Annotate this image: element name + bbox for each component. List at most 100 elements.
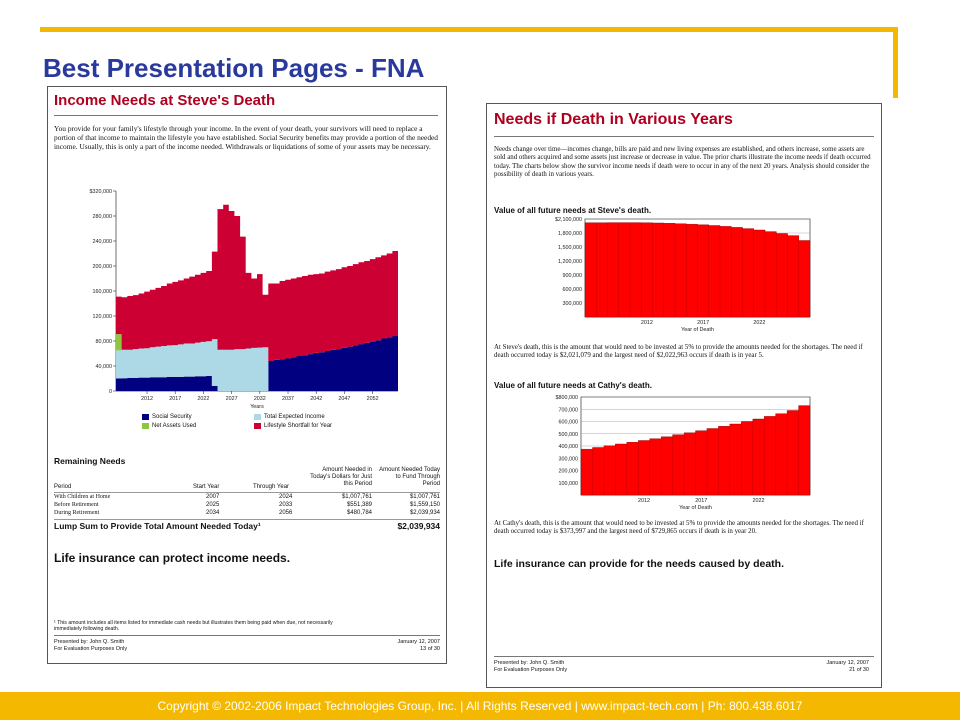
legend-label-social-security: Social Security <box>152 414 192 420</box>
table-header-rule <box>54 492 440 493</box>
row-fund-amount: $1,007,761 <box>409 494 440 500</box>
row-period-amount: $480,784 <box>346 510 372 516</box>
x-tick-label: 2027 <box>226 396 238 402</box>
x-tick-label: 2012 <box>638 498 650 504</box>
y-tick-label: 240,000 <box>93 239 113 245</box>
footer-copyright: Copyright © 2002-2006 Impact Technologie… <box>157 699 803 713</box>
income-needs-page: Income Needs at Steve's Death You provid… <box>47 86 447 664</box>
legend-swatch-social-security <box>142 414 149 420</box>
row-fund-amount: $2,039,934 <box>409 510 440 516</box>
row-through-year: 2033 <box>279 502 293 508</box>
steve-chart-heading: Value of all future needs at Steve's dea… <box>494 206 652 215</box>
x-tick-label: 2037 <box>282 396 294 402</box>
income-needs-title: Income Needs at Steve's Death <box>54 92 276 109</box>
row-period: Before Retirement <box>54 502 99 508</box>
y-tick-label: 280,000 <box>93 214 113 220</box>
title-rule <box>54 115 438 116</box>
presented-by-right: Presented by: John Q. Smith <box>494 660 565 666</box>
cathy-chart-heading: Value of all future needs at Cathy's dea… <box>494 381 652 390</box>
steve-chart-note: At Steve's death, this is the amount tha… <box>494 344 863 360</box>
area-social-security <box>116 336 398 391</box>
row-period: With Children at Home <box>54 494 111 500</box>
x-tick-label: 2012 <box>141 396 153 402</box>
y-tick-label: 900,000 <box>563 273 583 279</box>
y-tick-label: 600,000 <box>563 287 583 293</box>
y-tick-label: 200,000 <box>559 469 579 475</box>
income-needs-chart: 0 40,000 80,000 120,000 160,000 200,000 240,00… <box>90 189 398 410</box>
lump-sum-label: Lump Sum to Provide Total Amount Needed … <box>54 521 261 531</box>
col-header-fund-amount: Amount Needed Today to Fund Through Peri… <box>379 467 440 487</box>
remaining-needs-heading: Remaining Needs <box>54 456 126 466</box>
needs-intro-text: Needs change over time—incomes change, b… <box>494 146 871 178</box>
x-tick-label: 2042 <box>310 396 322 402</box>
income-intro-text: You provide for your family's lifestyle … <box>54 124 439 151</box>
footnote: ¹ This amount includes all items listed … <box>54 620 333 633</box>
row-start-year: 2034 <box>206 510 220 516</box>
x-tick-label: 2022 <box>753 320 765 326</box>
y-tick-label: 80,000 <box>96 339 113 345</box>
steve-needs-chart: 300,000 600,000 900,000 1,200,000 1,500,000 1… <box>555 217 811 333</box>
needs-various-years-title: Needs if Death in Various Years <box>494 111 733 128</box>
x-tick-label: 2052 <box>367 396 379 402</box>
y-tick-label: 500,000 <box>559 432 579 438</box>
income-closing-note: Life insurance can protect income needs. <box>54 551 291 565</box>
legend-swatch-shortfall <box>254 423 261 429</box>
y-tick-label: 200,000 <box>93 264 113 270</box>
area-expected-income <box>116 336 398 391</box>
col-header-period-amount: Amount Needed in Today's Dollars for Jus… <box>310 467 372 487</box>
x-axis-title: Years <box>250 404 264 410</box>
x-axis-title: Year of Death <box>679 505 712 511</box>
date-right: January 12, 2007 <box>826 660 869 666</box>
legend-swatch-expected-income <box>254 414 261 420</box>
legend-label-expected-income: Total Expected Income <box>264 414 325 420</box>
row-through-year: 2056 <box>279 510 293 516</box>
row-period-amount: $551,389 <box>346 502 372 508</box>
y-tick-label: 300,000 <box>559 456 579 462</box>
x-tick-label: 2022 <box>197 396 209 402</box>
y-tick-label: $800,000 <box>556 395 578 401</box>
x-tick-label: 2017 <box>697 320 709 326</box>
row-start-year: 2007 <box>206 494 220 500</box>
y-tick-label: 1,800,000 <box>558 231 582 237</box>
x-tick-label: 2047 <box>338 396 350 402</box>
table-footer-rule <box>54 519 440 520</box>
row-period-amount: $1,007,761 <box>341 494 372 500</box>
y-tick-label: 1,500,000 <box>558 245 582 251</box>
lump-sum-value: $2,039,934 <box>397 521 440 531</box>
area-lifestyle-shortfall <box>116 204 398 361</box>
x-tick-label: 2032 <box>254 396 266 402</box>
slide-title: Best Presentation Pages - FNA <box>43 53 425 83</box>
title-rule-right <box>494 136 874 137</box>
cathy-chart-note: At Cathy's death, this is the amount tha… <box>494 520 864 536</box>
x-tick-label: 2012 <box>641 320 653 326</box>
x-axis-title: Year of Death <box>681 327 714 333</box>
top-accent-rule <box>40 27 898 32</box>
needs-closing-note: Life insurance can provide for the needs… <box>494 558 784 570</box>
row-fund-amount: $1,559,150 <box>409 502 440 508</box>
y-tick-label: $320,000 <box>90 189 112 195</box>
row-through-year: 2024 <box>279 494 293 500</box>
presented-by-left: Presented by: John Q. Smith <box>54 639 125 645</box>
y-tick-label: 0 <box>109 389 112 395</box>
footer-bar <box>0 692 960 720</box>
col-header-through-year: Through Year <box>253 484 290 490</box>
purpose-right: For Evaluation Purposes Only <box>494 667 568 673</box>
y-tick-label: 700,000 <box>559 407 579 413</box>
col-header-start-year: Start Year <box>193 484 220 490</box>
y-tick-label: 160,000 <box>93 289 113 295</box>
x-tick-label: 2022 <box>752 498 764 504</box>
y-tick-label: 40,000 <box>96 364 113 370</box>
date-left: January 12, 2007 <box>397 639 440 645</box>
legend-label-shortfall: Lifestyle Shortfall for Year <box>264 423 333 429</box>
purpose-left: For Evaluation Purposes Only <box>54 646 128 652</box>
page-number-right: 21 of 30 <box>849 667 869 673</box>
page-number-left: 13 of 30 <box>420 646 440 652</box>
x-tick-label: 2017 <box>695 498 707 504</box>
y-tick-label: 300,000 <box>563 301 583 307</box>
legend-swatch-net-assets <box>142 423 149 429</box>
needs-various-years-page: Needs if Death in Various Years Needs ch… <box>486 103 882 688</box>
y-tick-label: 120,000 <box>93 314 113 320</box>
footer-rule-left <box>54 635 440 636</box>
y-tick-label: 400,000 <box>559 444 579 450</box>
row-start-year: 2025 <box>206 502 220 508</box>
